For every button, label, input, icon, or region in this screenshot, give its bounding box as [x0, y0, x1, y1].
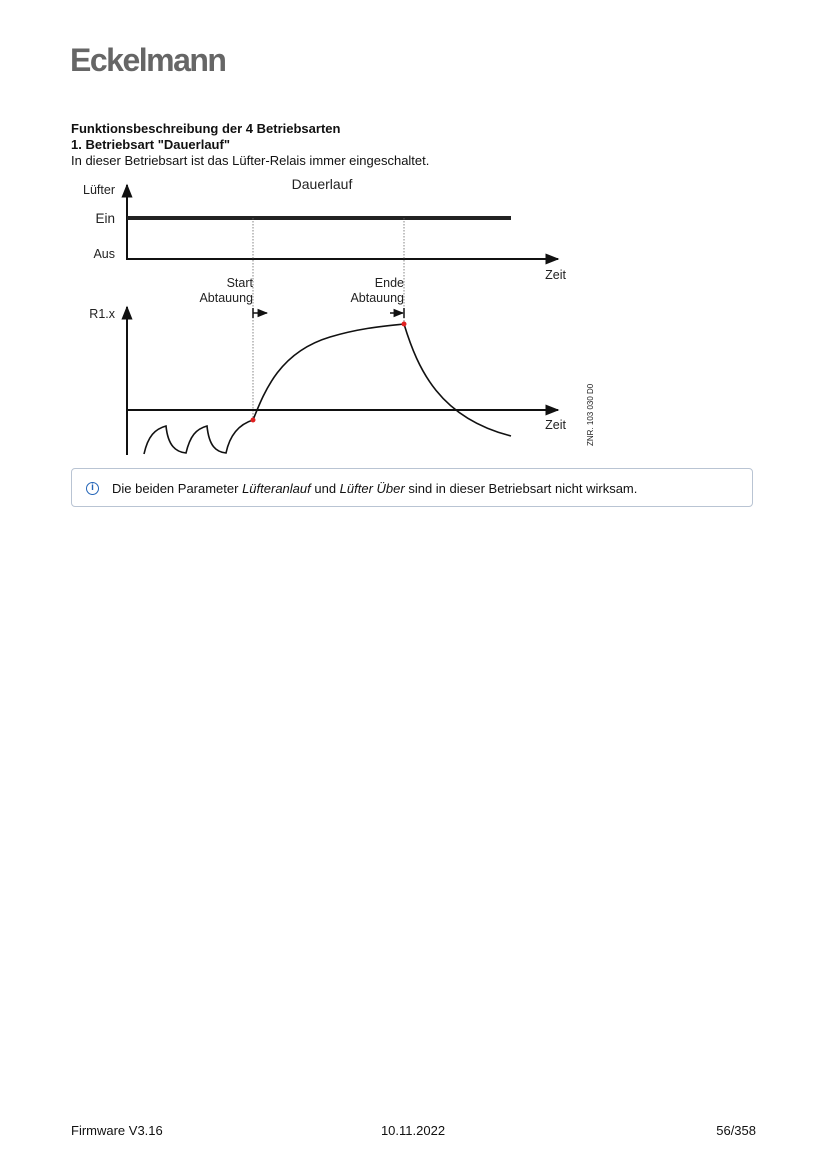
fan-axis-label: Lüfter: [83, 183, 115, 197]
footer-firmware: Firmware V3.16: [71, 1123, 163, 1138]
info-text-part: sind in dieser Betriebsart nicht wirksam…: [404, 481, 638, 496]
time-label-top: Zeit: [545, 268, 566, 282]
end-arrow-icon: [390, 308, 405, 318]
footer-page-number: 56/358: [716, 1123, 756, 1138]
info-box: i Die beiden Parameter Lüfteranlauf und …: [71, 468, 753, 507]
time-label-bottom: Zeit: [545, 418, 566, 432]
end-point: [401, 321, 407, 327]
footer-date: 10.11.2022: [380, 1123, 446, 1138]
end-defrost-label: Abtauung: [350, 291, 404, 305]
eckelmann-logo: Eckelmann: [70, 42, 227, 78]
info-text: Die beiden Parameter Lüfteranlauf und Lü…: [112, 481, 637, 496]
subsection-heading: 1. Betriebsart "Dauerlauf": [71, 137, 230, 152]
start-label: Start: [227, 276, 254, 290]
start-point: [250, 417, 256, 423]
r1x-curve: [143, 323, 512, 455]
dauerlauf-diagram: Dauerlauf Lüfter Ein Aus Zeit Start Abta…: [83, 176, 595, 455]
start-defrost-label: Abtauung: [199, 291, 253, 305]
diagram-title: Dauerlauf: [292, 176, 353, 192]
r1x-axis-label: R1.x: [89, 307, 115, 321]
info-circle-icon: i: [86, 482, 99, 495]
param-fan-over: Lüfter Über: [339, 481, 405, 496]
end-label: Ende: [375, 276, 404, 290]
level-on-label: Ein: [95, 211, 115, 226]
start-arrow-icon: [252, 308, 269, 318]
paragraph: In dieser Betriebsart ist das Lüfter-Rel…: [71, 153, 430, 168]
level-off-label: Aus: [93, 247, 115, 261]
info-text-part: Die beiden Parameter: [112, 481, 243, 496]
info-text-part: und: [310, 481, 340, 496]
param-fan-startup: Lüfteranlauf: [242, 481, 311, 496]
section-heading: Funktionsbeschreibung der 4 Betriebsarte…: [71, 121, 341, 136]
drawing-id: ZNR. 103 030 D0: [586, 383, 595, 446]
